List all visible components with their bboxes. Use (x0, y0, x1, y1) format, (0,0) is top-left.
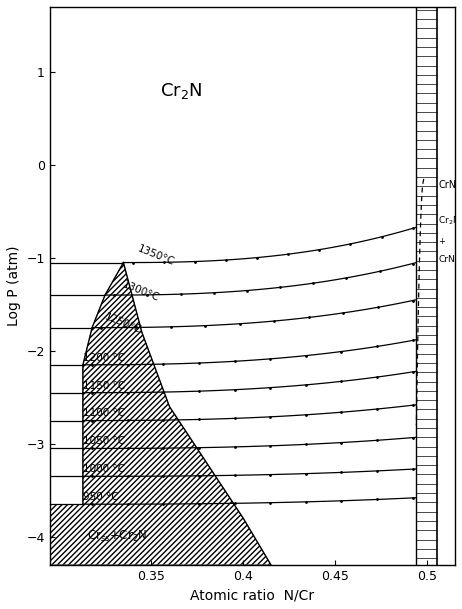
X-axis label: Atomic ratio  N/Cr: Atomic ratio N/Cr (190, 588, 315, 602)
Text: 950 °C: 950 °C (83, 492, 119, 502)
Text: 1350°C: 1350°C (136, 244, 176, 268)
Text: Cr$_{ss}$+Cr$_2$N: Cr$_{ss}$+Cr$_2$N (86, 529, 147, 544)
Text: 1100 °C: 1100 °C (83, 408, 125, 418)
Text: CrN: CrN (438, 255, 455, 264)
Text: 1250°C: 1250°C (103, 312, 143, 336)
Y-axis label: Log P (atm): Log P (atm) (7, 245, 21, 326)
Text: 1000 °C: 1000 °C (83, 464, 125, 474)
Text: CrN: CrN (438, 180, 456, 191)
Text: Cr$_2$N: Cr$_2$N (160, 80, 203, 100)
Text: 1300°C: 1300°C (122, 280, 161, 303)
Text: +: + (438, 237, 445, 245)
Text: 1050 °C: 1050 °C (83, 436, 125, 446)
Text: 1200 °C: 1200 °C (83, 353, 125, 364)
Text: Cr$_2$N: Cr$_2$N (438, 214, 461, 227)
Text: 1150 °C: 1150 °C (83, 381, 125, 391)
